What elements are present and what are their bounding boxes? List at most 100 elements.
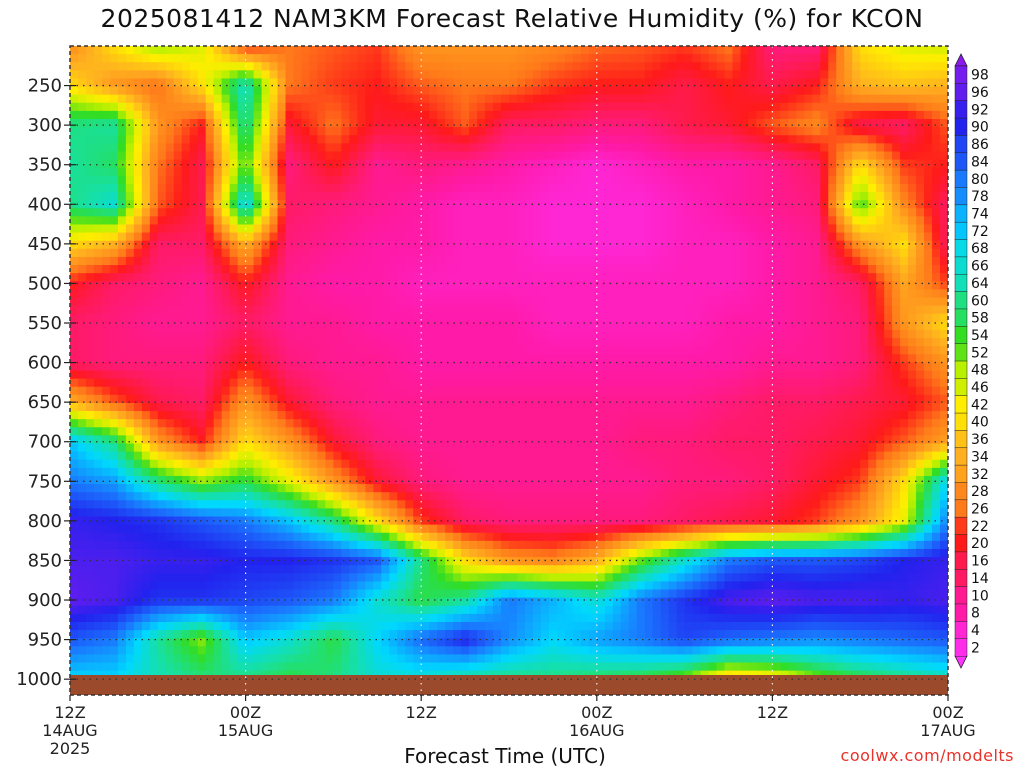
- rh-cell: [668, 175, 678, 185]
- rh-cell: [588, 94, 598, 104]
- rh-cell: [253, 338, 263, 347]
- rh-cell: [405, 321, 414, 331]
- rh-cell: [333, 370, 342, 380]
- rh-cell: [684, 119, 694, 128]
- rh-cell: [429, 224, 438, 234]
- rh-cell: [708, 273, 718, 282]
- rh-cell: [588, 394, 598, 404]
- rh-cell: [564, 224, 574, 234]
- rh-cell: [397, 216, 406, 226]
- rh-cell: [85, 273, 95, 282]
- rh-cell: [748, 183, 758, 193]
- rh-cell: [501, 273, 510, 282]
- rh-cell: [764, 289, 773, 299]
- rh-cell: [421, 313, 430, 323]
- rh-cell: [397, 265, 406, 274]
- rh-cell: [620, 224, 630, 234]
- rh-cell: [724, 305, 734, 315]
- rh-cell: [828, 378, 837, 388]
- rh-cell: [509, 102, 518, 112]
- rh-cell: [373, 248, 382, 258]
- rh-cell: [604, 175, 614, 185]
- rh-cell: [397, 321, 406, 331]
- rh-cell: [493, 378, 502, 388]
- rh-cell: [844, 248, 853, 258]
- rh-cell: [780, 321, 789, 331]
- rh-cell: [772, 216, 781, 226]
- rh-cell: [828, 248, 837, 258]
- rh-cell: [668, 281, 678, 290]
- rh-cell: [644, 265, 654, 274]
- rh-cell: [916, 78, 925, 88]
- rh-cell: [117, 248, 127, 258]
- rh-cell: [389, 167, 398, 177]
- rh-cell: [660, 370, 670, 380]
- rh-cell: [636, 338, 646, 347]
- rh-cell: [660, 321, 670, 331]
- rh-cell: [932, 256, 941, 266]
- rh-cell: [221, 240, 231, 250]
- rh-cell: [860, 183, 869, 193]
- rh-cell: [365, 329, 374, 339]
- rh-cell: [493, 273, 502, 282]
- rh-cell: [756, 192, 766, 201]
- rh-cell: [229, 232, 239, 242]
- rh-cell: [644, 289, 654, 299]
- rh-cell: [892, 265, 901, 274]
- rh-cell: [516, 110, 526, 120]
- rh-cell: [453, 175, 462, 185]
- rh-cell: [325, 70, 334, 80]
- rh-cell: [509, 281, 518, 290]
- rh-cell: [860, 305, 869, 315]
- rh-cell: [189, 265, 199, 274]
- rh-cell: [788, 402, 797, 412]
- rh-cell: [868, 378, 877, 388]
- rh-cell: [556, 183, 566, 193]
- rh-cell: [181, 248, 191, 258]
- rh-cell: [301, 248, 311, 258]
- rh-cell: [540, 62, 550, 71]
- rh-cell: [469, 175, 478, 185]
- rh-cell: [485, 208, 494, 217]
- rh-cell: [285, 110, 295, 120]
- rh-cell: [548, 386, 558, 396]
- rh-cell: [317, 265, 327, 274]
- rh-cell: [876, 362, 885, 372]
- rh-cell: [461, 248, 470, 258]
- rh-cell: [836, 78, 845, 88]
- rh-cell: [373, 54, 382, 63]
- rh-cell: [676, 200, 686, 209]
- rh-cell: [453, 248, 462, 258]
- rh-cell: [461, 370, 470, 380]
- rh-cell: [756, 313, 766, 323]
- rh-cell: [924, 78, 933, 88]
- rh-cell: [101, 362, 111, 372]
- rh-cell: [389, 183, 398, 193]
- rh-cell: [836, 289, 845, 299]
- rh-cell: [548, 354, 558, 363]
- rh-cell: [548, 321, 558, 331]
- rh-cell: [509, 54, 518, 63]
- rh-cell: [245, 313, 255, 323]
- rh-cell: [836, 167, 845, 177]
- rh-cell: [596, 338, 606, 347]
- rh-cell: [916, 224, 925, 234]
- rh-cell: [620, 265, 630, 274]
- rh-cell: [333, 297, 342, 307]
- rh-cell: [628, 354, 638, 363]
- rh-cell: [612, 313, 622, 323]
- rh-cell: [133, 175, 143, 185]
- rh-cell: [229, 183, 239, 193]
- rh-cell: [620, 62, 630, 71]
- rh-cell: [916, 183, 925, 193]
- rh-cell: [780, 78, 789, 88]
- rh-cell: [796, 183, 805, 193]
- rh-cell: [732, 127, 742, 136]
- rh-cell: [740, 346, 750, 355]
- rh-cell: [836, 402, 845, 412]
- rh-cell: [732, 321, 742, 331]
- rh-cell: [940, 78, 948, 88]
- rh-cell: [788, 248, 797, 258]
- rh-cell: [580, 102, 590, 112]
- rh-cell: [381, 305, 390, 315]
